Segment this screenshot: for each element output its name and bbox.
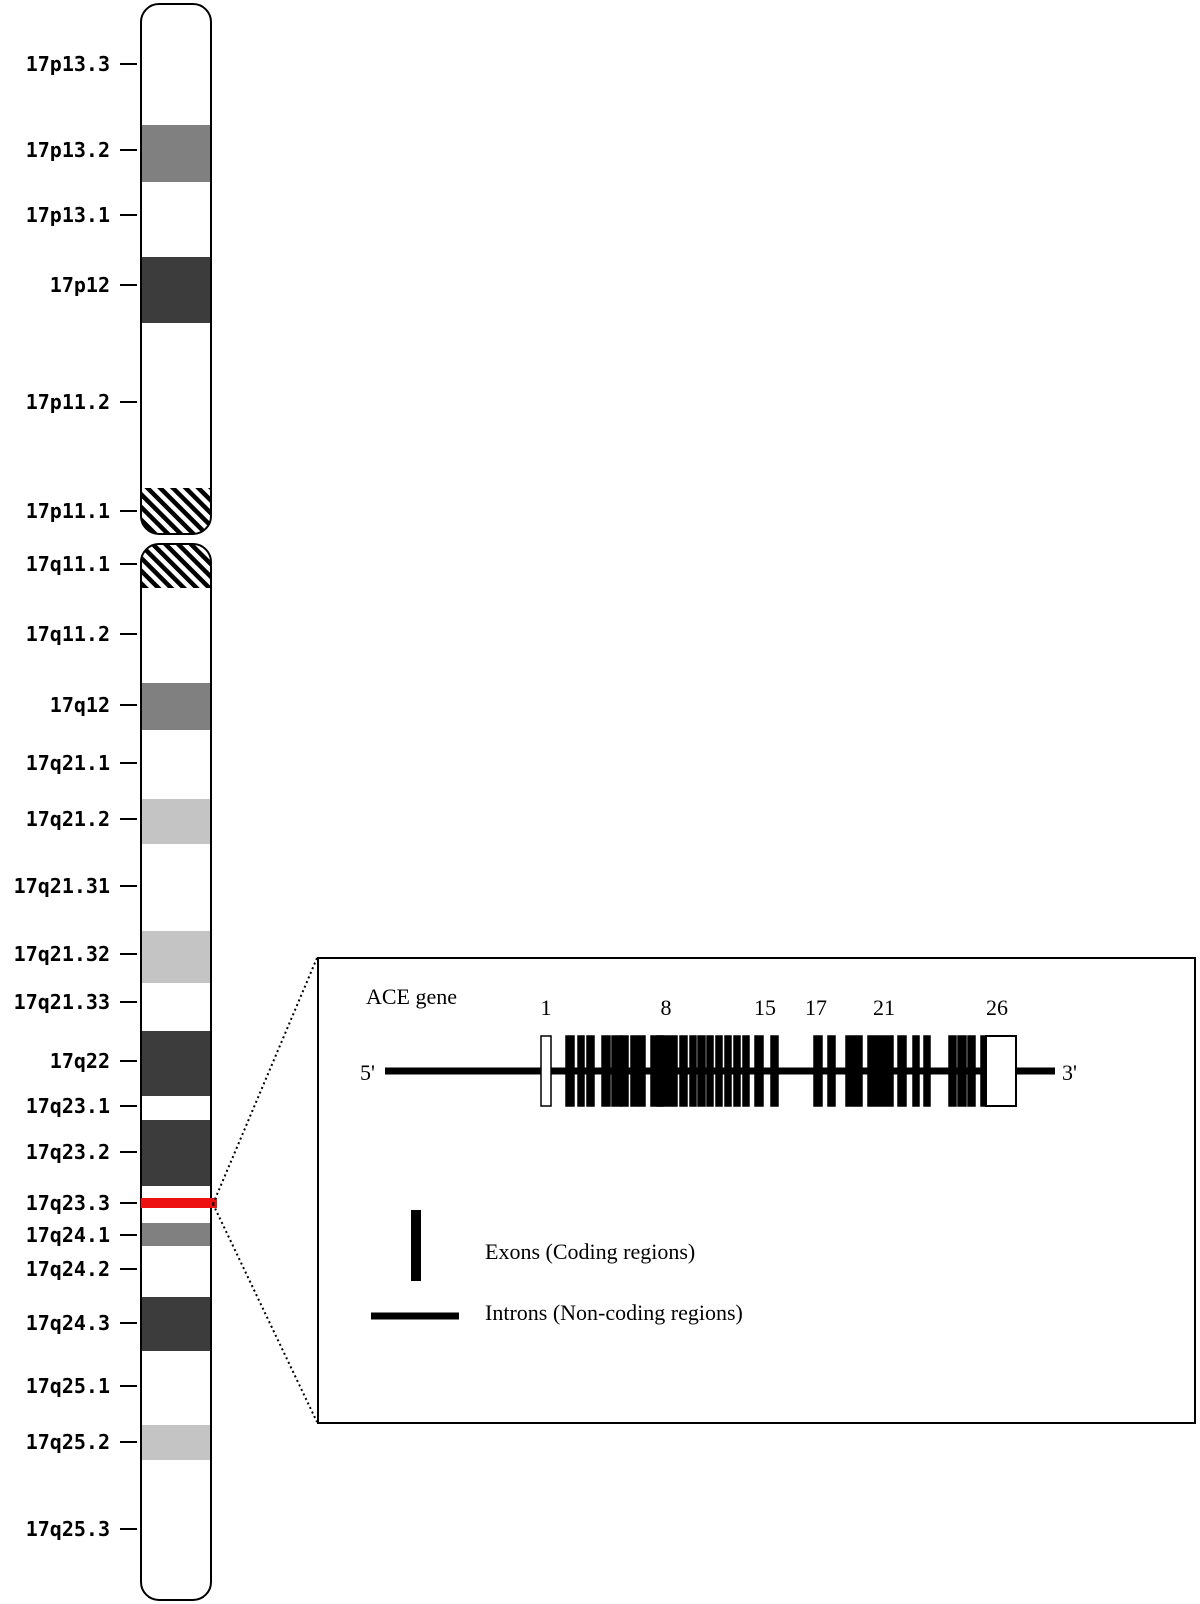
- exon-bar: [742, 1035, 750, 1107]
- band-17q22: [141, 1031, 211, 1096]
- q-arm-outline: [140, 543, 212, 1601]
- band-label-17q23-3: 17q23.3: [26, 1191, 110, 1215]
- band-label-17p11-2: 17p11.2: [26, 390, 110, 414]
- exon-bar: [697, 1035, 706, 1107]
- band-17q24-3: [141, 1297, 211, 1351]
- band-label-17p13-3: 17p13.3: [26, 52, 110, 76]
- exon-bar: [923, 1035, 931, 1107]
- band-label-17q11-1: 17q11.1: [26, 552, 110, 576]
- exon-bar-last-open: [985, 1035, 1017, 1107]
- band-label-17q23-2: 17q23.2: [26, 1140, 110, 1164]
- exon-bar: [813, 1035, 823, 1107]
- exon-bar: [770, 1035, 779, 1107]
- intron-legend-label: Introns (Non-coding regions): [485, 1300, 743, 1325]
- exon-track: [540, 1035, 1017, 1107]
- p-arm-outline: [140, 3, 212, 535]
- exon-bar: [689, 1035, 697, 1107]
- chromosome-17: 17p13.3 17p13.2 17p13.1 17p12 17p11.2 17p11.1…: [14, 3, 217, 1601]
- band-17p12: [141, 257, 211, 323]
- exon-bar: [565, 1035, 575, 1107]
- band-label-17p11-1: 17p11.1: [26, 499, 110, 523]
- exon-number-17: 17: [805, 995, 827, 1020]
- band-17q24-1: [141, 1223, 211, 1246]
- exon-bar: [540, 1035, 552, 1107]
- exon-bar: [967, 1035, 976, 1107]
- three-prime-label: 3': [1062, 1060, 1077, 1085]
- exon-bar: [586, 1035, 595, 1107]
- band-label-17q21-33: 17q21.33: [14, 990, 110, 1014]
- exon-number-15: 15: [754, 995, 776, 1020]
- exon-number-8: 8: [661, 995, 672, 1020]
- band-label-17q25-1: 17q25.1: [26, 1374, 110, 1398]
- exon-bar: [854, 1035, 863, 1107]
- exon-bar: [620, 1035, 629, 1107]
- zoom-line-bottom: [212, 1203, 318, 1423]
- band-label-17q12: 17q12: [50, 693, 110, 717]
- exon-bar: [577, 1035, 585, 1107]
- band-label-17q22: 17q22: [50, 1049, 110, 1073]
- band-label-17q24-1: 17q24.1: [26, 1223, 110, 1247]
- gene-panel-frame: [317, 957, 1196, 1424]
- band-label-17q24-2: 17q24.2: [26, 1257, 110, 1281]
- band-label-17q11-2: 17q11.2: [26, 622, 110, 646]
- chromosome-q-arm: [141, 544, 211, 1600]
- exon-bar: [912, 1035, 920, 1107]
- exon-bar: [611, 1035, 622, 1107]
- band-17q21-2: [141, 799, 211, 844]
- exon-legend-label: Exons (Coding regions): [485, 1239, 695, 1264]
- exon-bar: [867, 1035, 875, 1107]
- gene-title: ACE gene: [366, 984, 457, 1009]
- band-17q25-2: [141, 1425, 211, 1460]
- band-label-17q24-3: 17q24.3: [26, 1311, 110, 1335]
- exon-bar: [679, 1035, 688, 1107]
- exon-number-26: 26: [986, 995, 1008, 1020]
- exon-bar: [715, 1035, 723, 1107]
- exon-bar: [656, 1035, 678, 1107]
- chromosome-p-arm: [141, 4, 211, 534]
- exon-bar: [897, 1035, 907, 1107]
- band-17q21-32: [141, 931, 211, 983]
- band-label-17p13-2: 17p13.2: [26, 138, 110, 162]
- band-label-17q23-1: 17q23.1: [26, 1094, 110, 1118]
- exon-bar: [724, 1035, 732, 1107]
- band-label-17q21-1: 17q21.1: [26, 751, 110, 775]
- ace-gene-panel: ACE gene 5' 3' 1 8 15 17 21 26 Exons (Co…: [317, 957, 1196, 1424]
- exon-number-21: 21: [873, 995, 895, 1020]
- exon-bar: [827, 1035, 836, 1107]
- exon-bar: [948, 1035, 957, 1107]
- exon-legend-icon: [411, 1210, 421, 1281]
- band-17q12: [141, 683, 211, 730]
- band-label-17p13-1: 17p13.1: [26, 203, 110, 227]
- band-label-17q21-32: 17q21.32: [14, 942, 110, 966]
- band-label-17q25-2: 17q25.2: [26, 1430, 110, 1454]
- exon-bar: [733, 1035, 741, 1107]
- band-label-17q21-2: 17q21.2: [26, 807, 110, 831]
- band-17q23-2: [141, 1120, 211, 1186]
- exon-bar: [754, 1035, 764, 1107]
- band-label-17q25-3: 17q25.3: [26, 1517, 110, 1541]
- band-17p13-2: [141, 125, 211, 182]
- exon-bar: [845, 1035, 855, 1107]
- band-17p11-1: [141, 488, 211, 534]
- exon-bar: [601, 1035, 611, 1107]
- exon-bar: [957, 1035, 967, 1107]
- band-label-17q21-31: 17q21.31: [14, 874, 110, 898]
- exon-number-1: 1: [541, 995, 552, 1020]
- exon-bar: [874, 1035, 894, 1107]
- band-17q23-3: [141, 1198, 217, 1208]
- band-label-17p12: 17p12: [50, 273, 110, 297]
- exon-bar: [639, 1035, 646, 1107]
- five-prime-label: 5': [360, 1060, 375, 1085]
- band-17q11-1: [141, 544, 211, 588]
- exon-bar: [630, 1035, 640, 1107]
- zoom-line-top: [212, 957, 318, 1205]
- exon-bar: [706, 1035, 714, 1107]
